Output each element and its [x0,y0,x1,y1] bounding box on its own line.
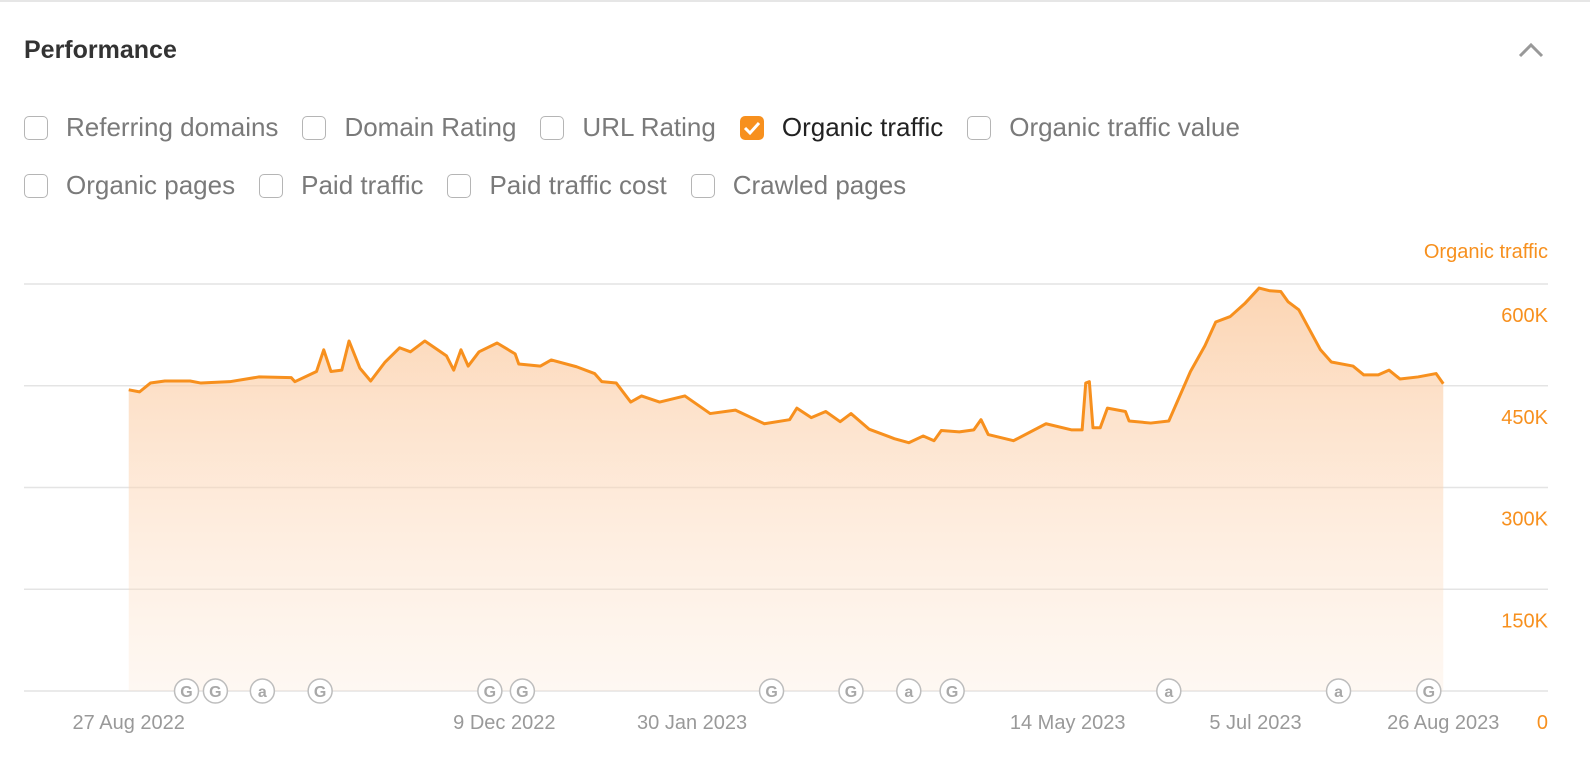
event-marker [838,678,864,704]
checkbox[interactable] [967,115,992,140]
metric-label: Crawled pages [732,170,907,200]
event-marker [1156,678,1182,704]
event-label: G [845,684,857,701]
event-label: G [1423,684,1435,701]
event-marker [173,678,200,704]
metric-label: Referring domains [66,112,279,142]
check-mark [743,121,760,135]
metric-option[interactable]: Organic traffic [739,112,944,143]
top-border [0,0,1590,2]
metric-row: Referring domains Domain Rating URL Rating… [24,112,1264,143]
event-marker [1416,678,1442,704]
event-marker [249,678,276,704]
checkbox[interactable] [24,115,48,140]
checkbox[interactable] [739,115,764,140]
metric-option[interactable]: Crawled pages [690,170,907,201]
metric-option[interactable]: Referring domains [24,112,278,143]
event-label: a [1334,684,1343,701]
metric-label: URL Rating [582,112,716,142]
metric-label: Domain Rating [344,112,517,142]
metric-option[interactable]: Paid traffic [259,170,423,201]
checkbox[interactable] [540,115,565,140]
event-label: G [314,684,326,701]
x-tick-label: 30 Jan 2023 [637,712,747,734]
metric-label: Paid traffic cost [489,170,667,200]
y-tick-label: 0 [1537,712,1548,734]
metric-label: Organic traffic [781,112,944,142]
y-tick-label: 150K [1501,610,1548,632]
checkbox[interactable] [690,173,715,198]
event-marker [477,678,503,704]
event-marker [307,678,333,704]
event-marker [1325,678,1352,704]
traffic-line [128,286,1445,445]
event-marker [202,678,229,704]
y-tick-label: 450K [1501,407,1548,429]
event-label: G [516,684,528,701]
event-marker [896,678,922,704]
checkbox[interactable] [447,173,472,198]
event-label: G [946,684,958,701]
metric-row: Organic pages Paid traffic Paid traffic co… [24,170,930,201]
metric-option[interactable]: Organic pages [24,170,235,201]
x-tick-label: 26 Aug 2023 [1387,712,1499,734]
area-fill [128,288,1444,691]
metric-option[interactable]: Paid traffic cost [447,170,667,201]
event-marker [509,678,536,704]
event-label: a [1164,684,1173,701]
x-tick-label: 9 Dec 2022 [453,712,555,734]
event-label: G [484,684,496,701]
metric-label: Organic traffic value [1009,112,1240,142]
event-label: a [904,684,913,701]
checkbox[interactable] [302,115,327,140]
metric-label: Paid traffic [301,170,424,200]
event-marker [758,678,785,704]
x-tick-label: 27 Aug 2022 [73,712,185,734]
event-marker [939,678,965,704]
collapse-toggle[interactable] [1516,38,1546,62]
checkbox[interactable] [24,173,48,198]
metric-option[interactable]: URL Rating [540,112,716,143]
event-label: G [209,684,221,701]
event-label: G [765,684,777,701]
checkbox[interactable] [259,173,284,198]
y-tick-label: 600K [1501,305,1548,327]
y-axis-label: Organic traffic [1424,241,1548,263]
event-label: G [180,684,192,701]
y-tick-label: 300K [1501,509,1548,531]
x-tick-label: 14 May 2023 [1010,712,1126,734]
x-tick-label: 5 Jul 2023 [1209,712,1301,734]
metric-option[interactable]: Domain Rating [302,112,516,143]
metric-option[interactable]: Organic traffic value [967,112,1240,143]
panel-title: Performance [24,36,177,64]
event-label: a [258,684,267,701]
metric-label: Organic pages [66,170,236,200]
